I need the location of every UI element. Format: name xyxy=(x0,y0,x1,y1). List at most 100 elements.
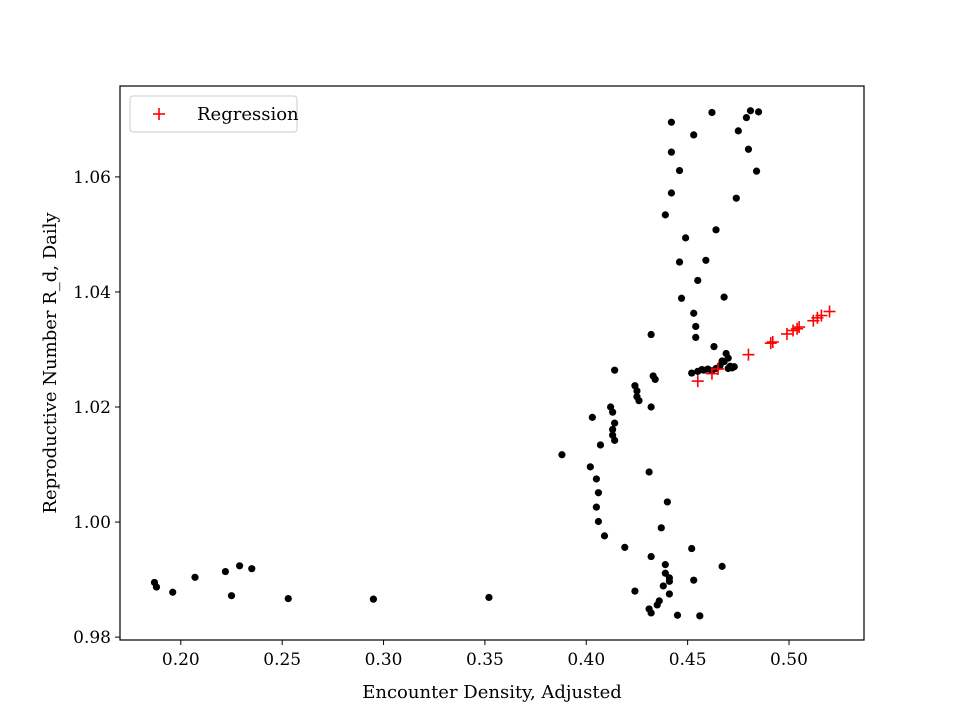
data-point xyxy=(592,475,601,483)
data-point xyxy=(647,330,655,339)
data-point xyxy=(734,127,742,135)
data-point xyxy=(732,194,740,202)
x-tick-label: 0.45 xyxy=(669,650,707,670)
regression-point xyxy=(793,321,806,334)
data-point xyxy=(692,322,700,331)
data-point xyxy=(675,166,684,175)
data-point xyxy=(682,234,690,242)
x-tick-label: 0.25 xyxy=(263,650,301,670)
data-point xyxy=(696,612,704,620)
data-point xyxy=(708,108,716,117)
plot-area xyxy=(120,86,864,640)
data-point xyxy=(611,419,619,427)
data-point xyxy=(221,567,230,576)
data-point xyxy=(621,543,629,551)
data-point xyxy=(690,576,698,584)
data-point xyxy=(712,226,720,234)
regression-point xyxy=(815,309,828,322)
data-point xyxy=(657,524,665,532)
data-point xyxy=(667,189,676,197)
y-tick-label: 0.98 xyxy=(73,628,111,648)
data-point xyxy=(694,276,702,285)
y-tick-label: 1.06 xyxy=(73,168,111,188)
data-point xyxy=(594,517,603,526)
data-point xyxy=(720,293,728,301)
y-axis-label: Reproductive Number R_d, Daily xyxy=(40,212,61,514)
regression-point xyxy=(764,337,777,350)
data-point xyxy=(746,107,755,115)
regression-point xyxy=(712,363,725,376)
data-point xyxy=(655,597,663,605)
data-point xyxy=(675,258,684,266)
regression-point xyxy=(742,348,755,361)
data-point xyxy=(611,366,619,374)
x-tick-label: 0.35 xyxy=(466,650,504,670)
data-point xyxy=(152,583,161,591)
data-point xyxy=(659,582,667,590)
data-point xyxy=(588,413,596,421)
data-point xyxy=(667,118,676,126)
regression-point xyxy=(791,322,804,335)
data-point xyxy=(236,562,244,570)
data-point xyxy=(688,544,696,553)
legend-marker-regression xyxy=(153,108,165,120)
x-tick-label: 0.50 xyxy=(770,650,808,670)
data-point xyxy=(596,441,605,449)
data-point xyxy=(718,562,726,570)
y-axis-ticks: 0.98 1.00 1.02 1.04 1.06 xyxy=(73,168,120,648)
data-point xyxy=(191,573,199,581)
plot-frame xyxy=(119,85,865,641)
data-point xyxy=(611,436,619,444)
x-tick-label: 0.20 xyxy=(162,650,200,670)
data-point xyxy=(609,408,617,416)
data-point xyxy=(645,468,653,476)
data-point xyxy=(635,397,643,405)
legend: Regression xyxy=(129,95,299,133)
data-point xyxy=(647,552,655,561)
regression-point xyxy=(766,336,779,349)
data-point xyxy=(752,167,761,175)
data-point xyxy=(661,561,669,569)
x-axis-label: Encounter Density, Adjusted xyxy=(362,682,622,703)
data-point xyxy=(631,587,639,595)
data-point xyxy=(594,489,603,497)
data-point xyxy=(677,294,686,302)
data-point xyxy=(227,592,236,600)
data-point xyxy=(558,451,566,459)
regression-point xyxy=(780,327,793,340)
data-point xyxy=(754,108,763,116)
data-point xyxy=(702,256,710,264)
data-point xyxy=(169,588,177,596)
x-tick-label: 0.40 xyxy=(567,650,605,670)
data-point xyxy=(692,333,700,341)
y-tick-label: 1.00 xyxy=(73,513,111,533)
data-point xyxy=(609,425,617,434)
data-point xyxy=(665,577,673,585)
data-point xyxy=(667,148,676,156)
data-point xyxy=(661,211,669,219)
regression-point xyxy=(823,305,836,318)
x-tick-label: 0.30 xyxy=(365,650,403,670)
data-point xyxy=(690,131,698,139)
data-point xyxy=(633,387,641,395)
data-point xyxy=(592,503,601,511)
legend-label-regression: Regression xyxy=(197,104,299,125)
data-point xyxy=(651,375,659,383)
data-point xyxy=(485,593,493,602)
data-point xyxy=(665,590,673,598)
data-point xyxy=(688,369,696,377)
data-point xyxy=(369,595,378,603)
data-point xyxy=(586,463,594,471)
data-point xyxy=(744,145,753,153)
data-point xyxy=(248,565,256,573)
y-tick-label: 1.02 xyxy=(73,398,111,418)
data-point xyxy=(690,309,698,317)
y-tick-label: 1.04 xyxy=(73,283,111,303)
data-point xyxy=(742,114,751,122)
data-point xyxy=(730,363,738,371)
data-point xyxy=(673,611,682,619)
data-point xyxy=(710,343,718,351)
data-marks xyxy=(150,107,836,620)
regression-point xyxy=(705,367,718,380)
